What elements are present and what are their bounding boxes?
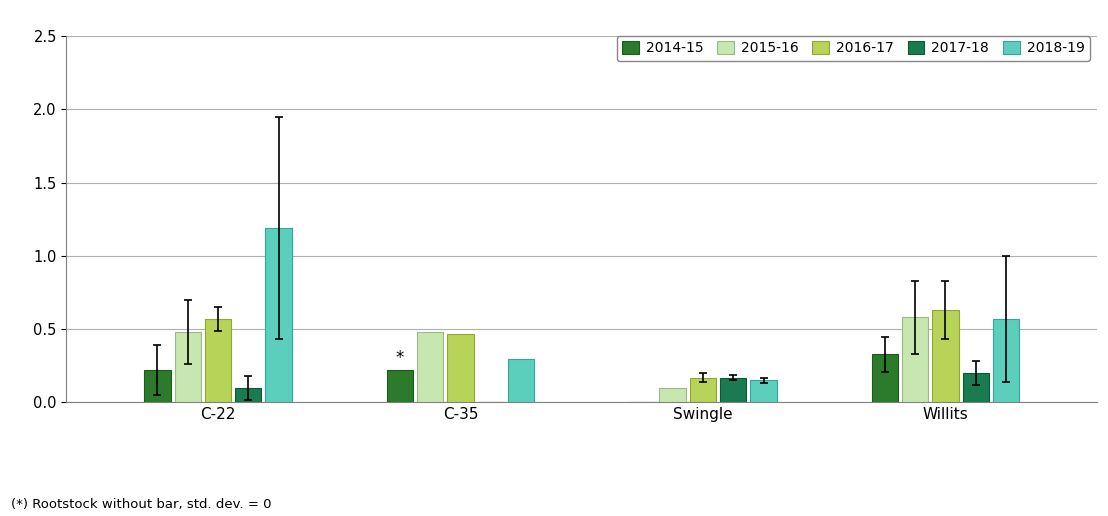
Bar	[448, 334, 473, 402]
Bar	[659, 388, 686, 402]
Bar	[205, 319, 232, 402]
Bar	[993, 319, 1019, 402]
Bar	[387, 370, 413, 402]
Bar	[266, 228, 291, 402]
Bar	[690, 378, 716, 402]
Bar	[872, 354, 897, 402]
Text: (*) Rootstock without bar, std. dev. = 0: (*) Rootstock without bar, std. dev. = 0	[11, 498, 271, 511]
Bar	[963, 373, 988, 402]
Bar	[235, 388, 261, 402]
Bar	[175, 332, 201, 402]
Bar	[750, 380, 777, 402]
Bar	[144, 370, 171, 402]
Bar	[932, 310, 958, 402]
Bar	[720, 378, 747, 402]
Bar	[902, 317, 929, 402]
Bar	[417, 332, 443, 402]
Text: *: *	[396, 349, 404, 366]
Bar	[507, 359, 534, 402]
Legend: 2014-15, 2015-16, 2016-17, 2017-18, 2018-19: 2014-15, 2015-16, 2016-17, 2017-18, 2018…	[616, 36, 1090, 61]
